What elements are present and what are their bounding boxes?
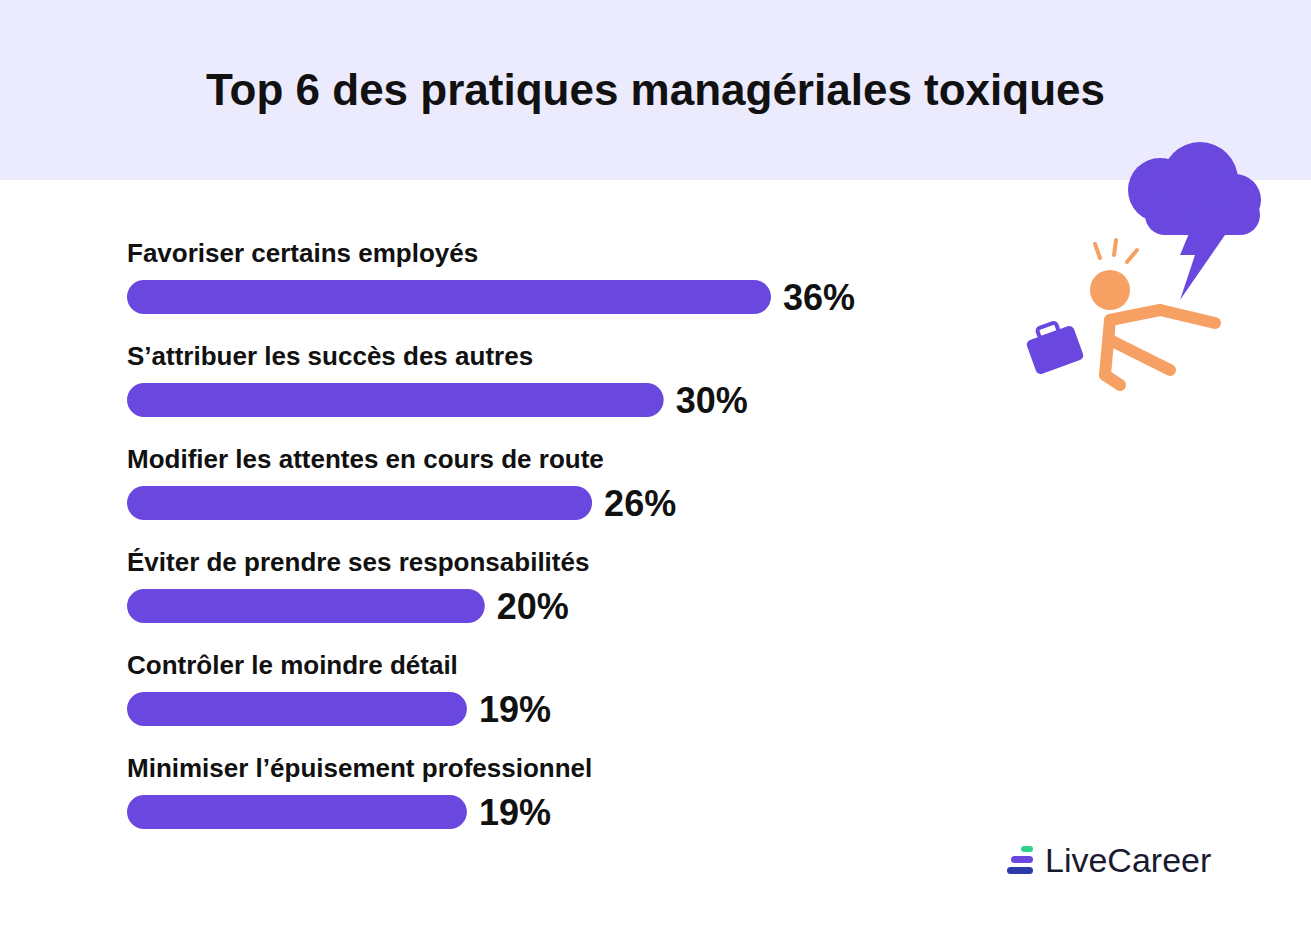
html-text:Top 6 des pratiques managérial: Top 6 des pratiques managériales toxique… [206,65,1105,114]
svg-text:Éviter de prendre ses responsa: Éviter de prendre ses responsabilités [127,547,589,577]
svg-text:19%: 19% [479,792,551,833]
html-text:LiveCareer: LiveCareer [1045,841,1212,879]
svg-text:S’attribuer les succès des aut: S’attribuer les succès des autres [127,341,533,371]
svg-text:20%: 20% [497,586,569,627]
svg-text:30%: 30% [676,380,748,421]
svg-text:Contrôler le moindre détail: Contrôler le moindre détail [127,650,458,680]
svg-text:36%: 36% [783,277,855,318]
svg-text:Favoriser certains employés: Favoriser certains employés [127,238,478,268]
svg-text:Modifier les attentes en cours: Modifier les attentes en cours de route [127,444,604,474]
svg-text:19%: 19% [479,689,551,730]
svg-text:26%: 26% [604,483,676,524]
svg-text:Minimiser l’épuisement profess: Minimiser l’épuisement professionnel [127,753,592,783]
